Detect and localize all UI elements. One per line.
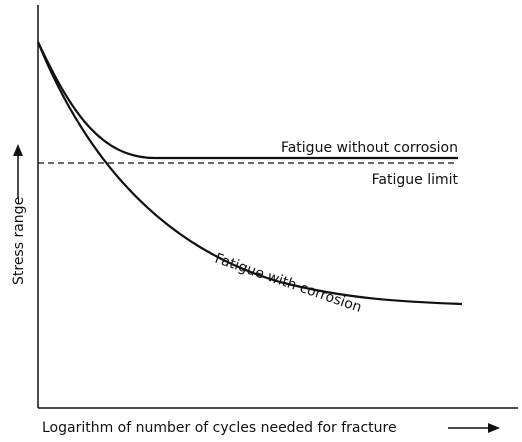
curve-label: Fatigue without corrosion xyxy=(281,140,458,156)
curve-label: Fatigue with corrosion xyxy=(213,251,364,316)
y-axis-label: Stress range xyxy=(11,197,27,285)
curve-with-corrosion xyxy=(36,41,463,306)
y-arrowhead xyxy=(13,144,23,156)
x-axis-label: Logarithm of number of cycles needed for… xyxy=(42,420,397,436)
curve-without-corrosion xyxy=(37,41,458,160)
curve-label: Fatigue limit xyxy=(372,172,459,188)
x-arrowhead xyxy=(488,423,500,433)
